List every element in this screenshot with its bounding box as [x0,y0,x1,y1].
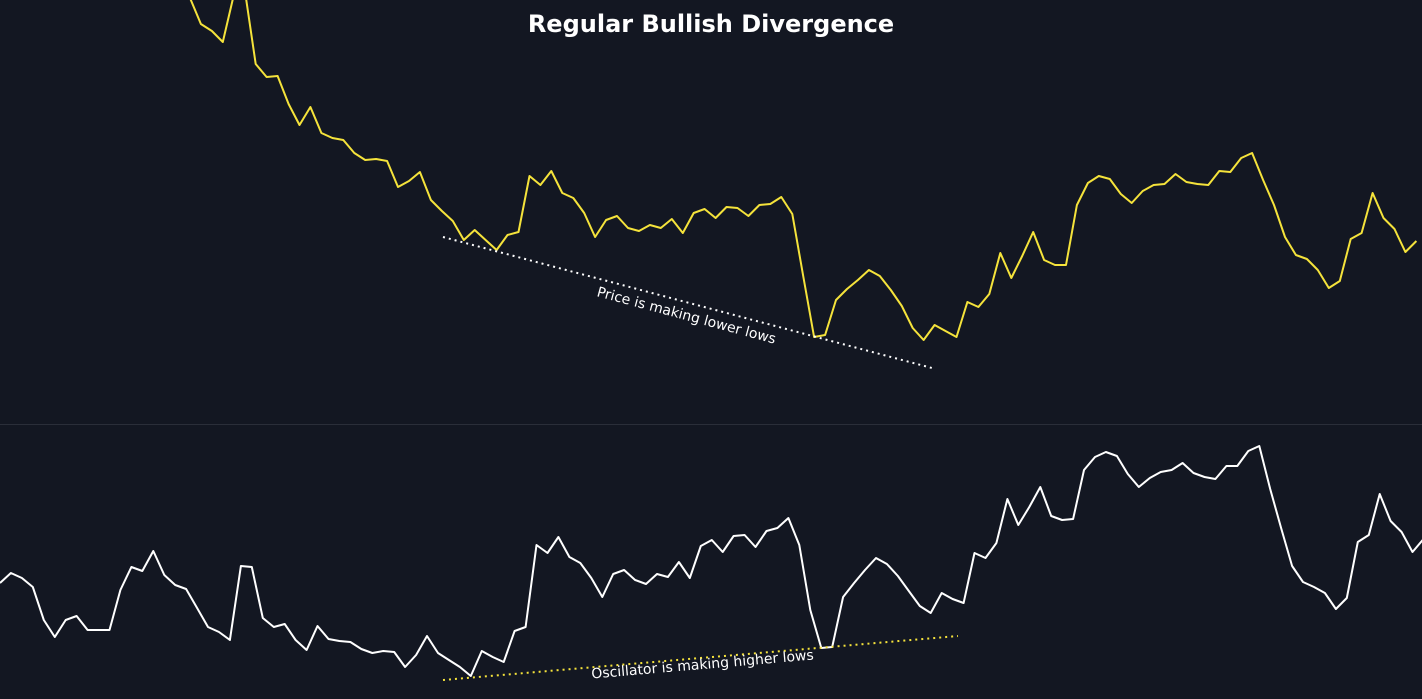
price-lower-lows-trendline [442,236,933,369]
price-series-line [189,0,1418,341]
oscillator-series-line [0,445,1422,677]
chart-title: Regular Bullish Divergence [527,10,895,38]
oscillator-higher-lows-trendline [442,635,959,681]
